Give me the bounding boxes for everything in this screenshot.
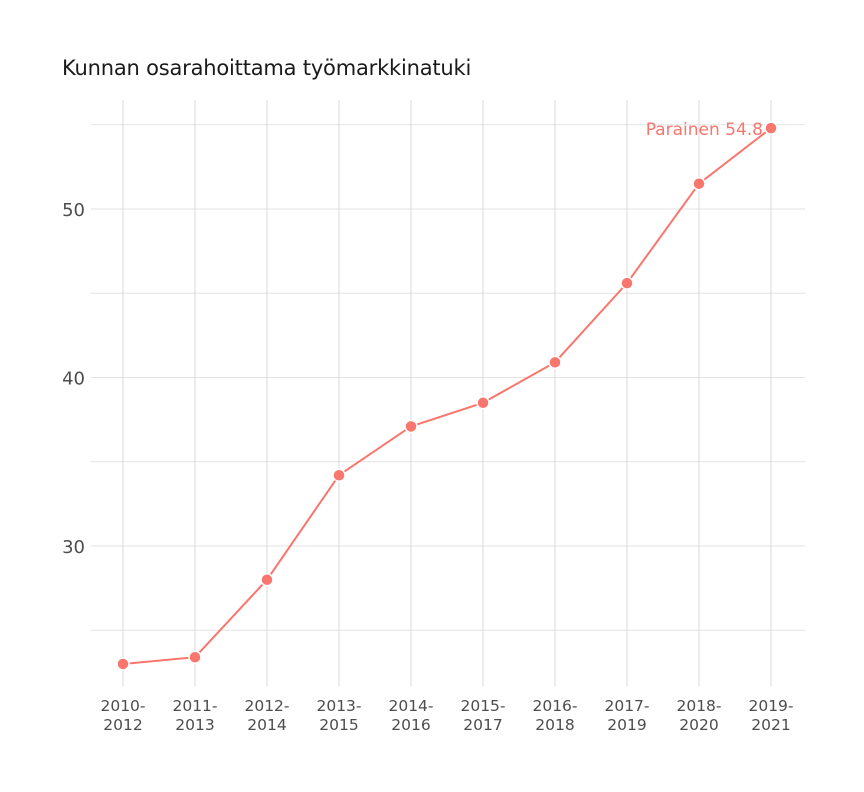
data-point[interactable] [764,121,778,135]
y-tick-label: 50 [62,200,85,221]
data-point[interactable] [188,650,202,664]
data-point[interactable] [692,176,706,191]
data-series [116,121,778,671]
x-tick-label: 2017-2019 [604,697,649,734]
x-tick-label: 2018-2020 [676,697,721,734]
x-tick-label: 2010-2012 [100,697,145,734]
x-tick-label: 2014-2016 [388,697,433,734]
y-tick-label: 40 [62,369,85,390]
data-point[interactable] [476,396,490,410]
y-axis: 30 40 50 [62,200,85,558]
chart-title: Kunnan osarahoittama työmarkkinatuki [62,56,472,80]
series-line [122,127,772,665]
x-axis: 2010-2012 2011-2013 2012-2014 2013-2015 2014… [100,697,793,734]
data-point[interactable] [260,572,274,587]
data-point[interactable] [404,419,418,434]
grid-lines [91,100,805,686]
x-tick-label: 2015-2017 [460,697,505,734]
end-label: Parainen 54.8 [646,120,763,140]
data-point[interactable] [548,355,562,370]
x-tick-label: 2012-2014 [244,697,289,734]
data-point[interactable] [116,657,130,671]
x-tick-label: 2019-2021 [748,697,793,734]
x-tick-label: 2016-2018 [532,697,577,734]
data-point[interactable] [332,468,346,482]
x-tick-label: 2013-2015 [316,697,361,734]
x-tick-label: 2011-2013 [172,697,217,734]
y-tick-label: 30 [62,537,85,558]
data-point[interactable] [620,276,634,290]
